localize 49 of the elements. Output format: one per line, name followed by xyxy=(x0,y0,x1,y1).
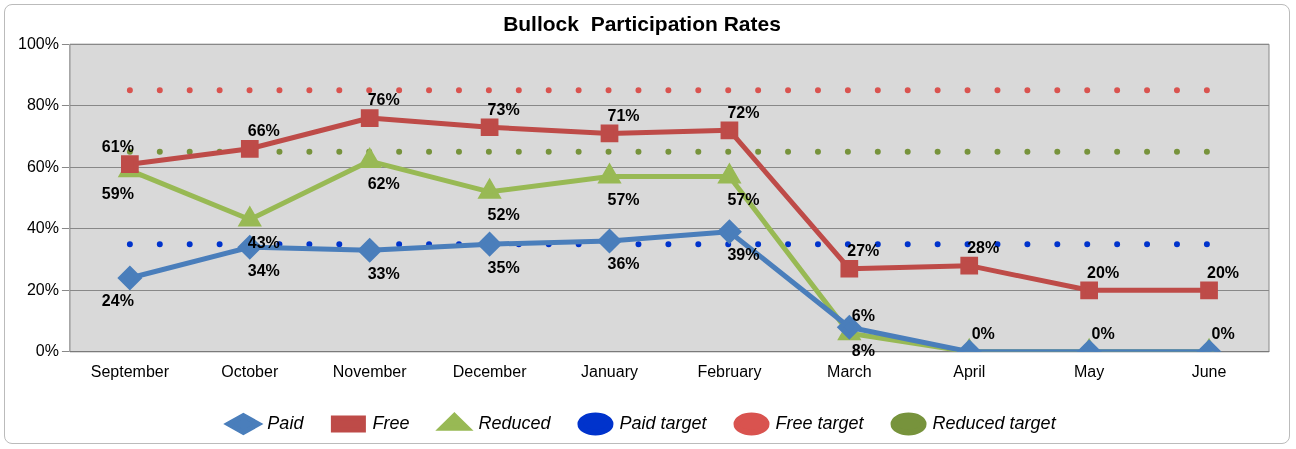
data-label: 34% xyxy=(247,261,280,279)
data-label: 61% xyxy=(101,137,134,155)
data-label: 57% xyxy=(607,190,640,208)
legend-label: Paid xyxy=(267,413,305,433)
data-label: 73% xyxy=(487,100,520,118)
x-tick-label: June xyxy=(1191,362,1227,380)
x-tick-label: November xyxy=(332,362,408,380)
data-label: 0% xyxy=(971,325,995,343)
legend-label: Reduced target xyxy=(932,413,1057,433)
data-label: 36% xyxy=(607,255,640,273)
x-tick-label: February xyxy=(697,362,762,380)
data-label: 27% xyxy=(847,242,880,260)
data-label: 72% xyxy=(727,103,760,121)
legend-label: Reduced xyxy=(478,413,552,433)
y-tick-label: 100% xyxy=(18,34,59,52)
data-label: 71% xyxy=(607,106,640,124)
x-tick-label: September xyxy=(90,362,170,380)
y-tick-label: 60% xyxy=(26,157,59,175)
x-tick-label: January xyxy=(581,362,638,380)
data-label: 62% xyxy=(367,175,400,193)
data-label: 66% xyxy=(247,122,280,140)
data-label: 33% xyxy=(367,264,400,282)
data-label: 43% xyxy=(247,233,280,251)
data-label: 20% xyxy=(1087,263,1120,281)
chart-title: Bullock Participation Rates xyxy=(503,12,781,36)
data-label: 39% xyxy=(727,246,760,264)
x-tick-label: October xyxy=(221,362,279,380)
x-tick-label: December xyxy=(452,362,528,380)
legend-label: Paid target xyxy=(619,413,708,433)
data-label: 24% xyxy=(101,292,134,310)
data-label: 6% xyxy=(851,306,875,324)
y-tick-label: 40% xyxy=(26,219,59,237)
y-tick-label: 80% xyxy=(26,96,59,114)
data-label: 0% xyxy=(1091,325,1115,343)
data-label: 35% xyxy=(487,258,520,276)
y-tick-label: 20% xyxy=(26,280,59,298)
data-label: 59% xyxy=(101,184,134,202)
x-tick-label: May xyxy=(1074,362,1105,380)
legend-label: Free target xyxy=(775,413,865,433)
data-label: 8% xyxy=(851,341,875,359)
legend-label: Free xyxy=(372,413,410,433)
data-label: 76% xyxy=(367,91,400,109)
x-tick-label: March xyxy=(827,362,872,380)
x-tick-label: April xyxy=(953,362,986,380)
data-label: 0% xyxy=(1211,325,1235,343)
data-label: 28% xyxy=(967,239,1000,257)
data-label: 52% xyxy=(487,206,520,224)
data-label: 20% xyxy=(1207,263,1240,281)
y-tick-label: 0% xyxy=(35,342,59,360)
